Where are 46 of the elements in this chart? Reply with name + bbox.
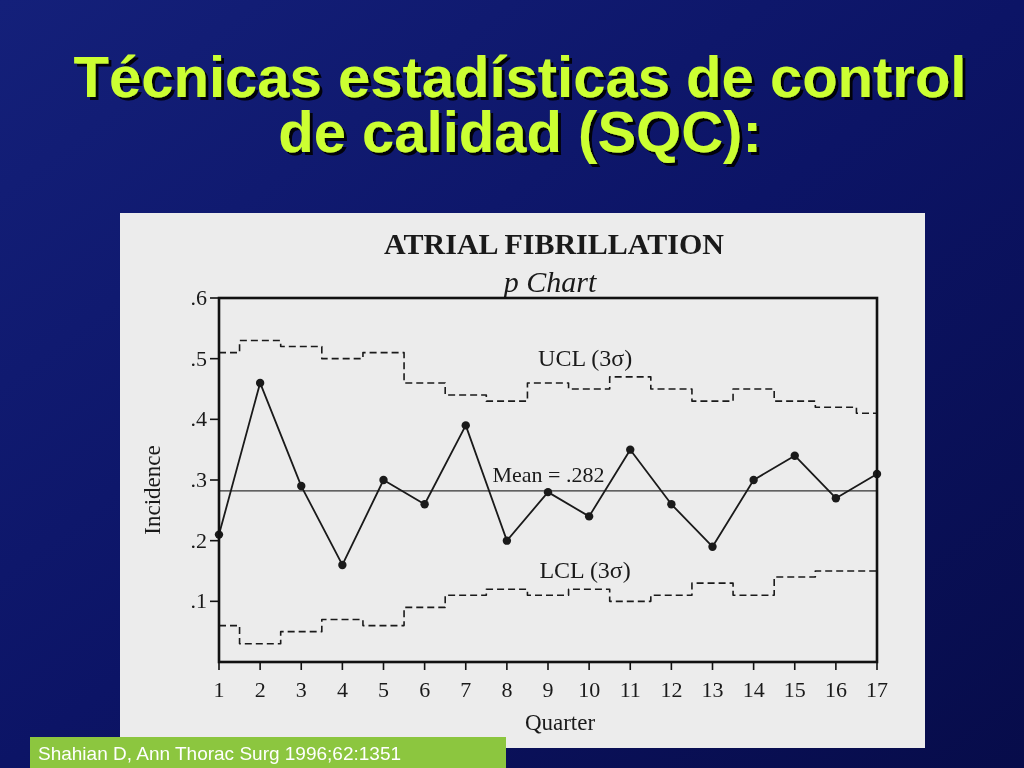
point (708, 542, 717, 551)
point (461, 421, 470, 430)
text: Shahian D, Ann Thorac Surg 1996;62:1351 (38, 743, 402, 764)
x-tick-label: 9 (542, 677, 554, 702)
chart-subtitle: ATRIAL FIBRILLATION (384, 227, 725, 260)
x-axis-title: Quarter (524, 710, 596, 735)
x-tick-label: 15 (783, 677, 806, 702)
x-tick-label: 14 (742, 677, 765, 702)
x-tick-label: 17 (866, 677, 888, 702)
chart-title: Técnicas estadísticas de control de calidad (SQC): (73, 44, 967, 164)
x-tick-label: 11 (619, 677, 641, 702)
x-tick-label: 6 (419, 677, 431, 702)
x-tick-label: 8 (501, 677, 513, 702)
point (749, 475, 758, 485)
x-tick-label: 10 (578, 677, 601, 702)
point (379, 475, 388, 485)
y-tick-label: .4 (190, 406, 207, 432)
x-tick-label: 5 (378, 677, 389, 702)
ref-line-label: Mean = .282 (492, 461, 605, 487)
point (831, 494, 841, 503)
x-tick-label: 4 (336, 677, 348, 702)
y-tick-label: .6 (190, 285, 207, 310)
point (338, 560, 347, 570)
point (626, 445, 635, 454)
x-tick-label: 13 (701, 677, 724, 702)
x-tick-label: 12 (660, 677, 683, 702)
point (667, 500, 676, 509)
point (543, 487, 553, 497)
y-axis-title: Incidence (140, 445, 165, 535)
series-label: LCL (3σ) (539, 557, 631, 584)
x-tick-label: 2 (254, 677, 266, 702)
point (584, 512, 594, 521)
x-tick-label: 7 (460, 677, 472, 702)
y-tick-label: .3 (190, 467, 207, 492)
series-label: UCL (3σ) (538, 344, 633, 371)
x-tick-label: 3 (295, 677, 307, 702)
y-tick-label: .2 (190, 527, 207, 553)
y-tick-label: .5 (190, 345, 207, 371)
x-tick-label: 16 (824, 677, 847, 702)
x-tick-label: 1 (213, 677, 225, 702)
point (255, 378, 265, 388)
y-tick-label: .1 (190, 588, 207, 614)
point (790, 451, 799, 460)
point (297, 481, 306, 491)
point (420, 500, 429, 509)
point (502, 536, 512, 545)
